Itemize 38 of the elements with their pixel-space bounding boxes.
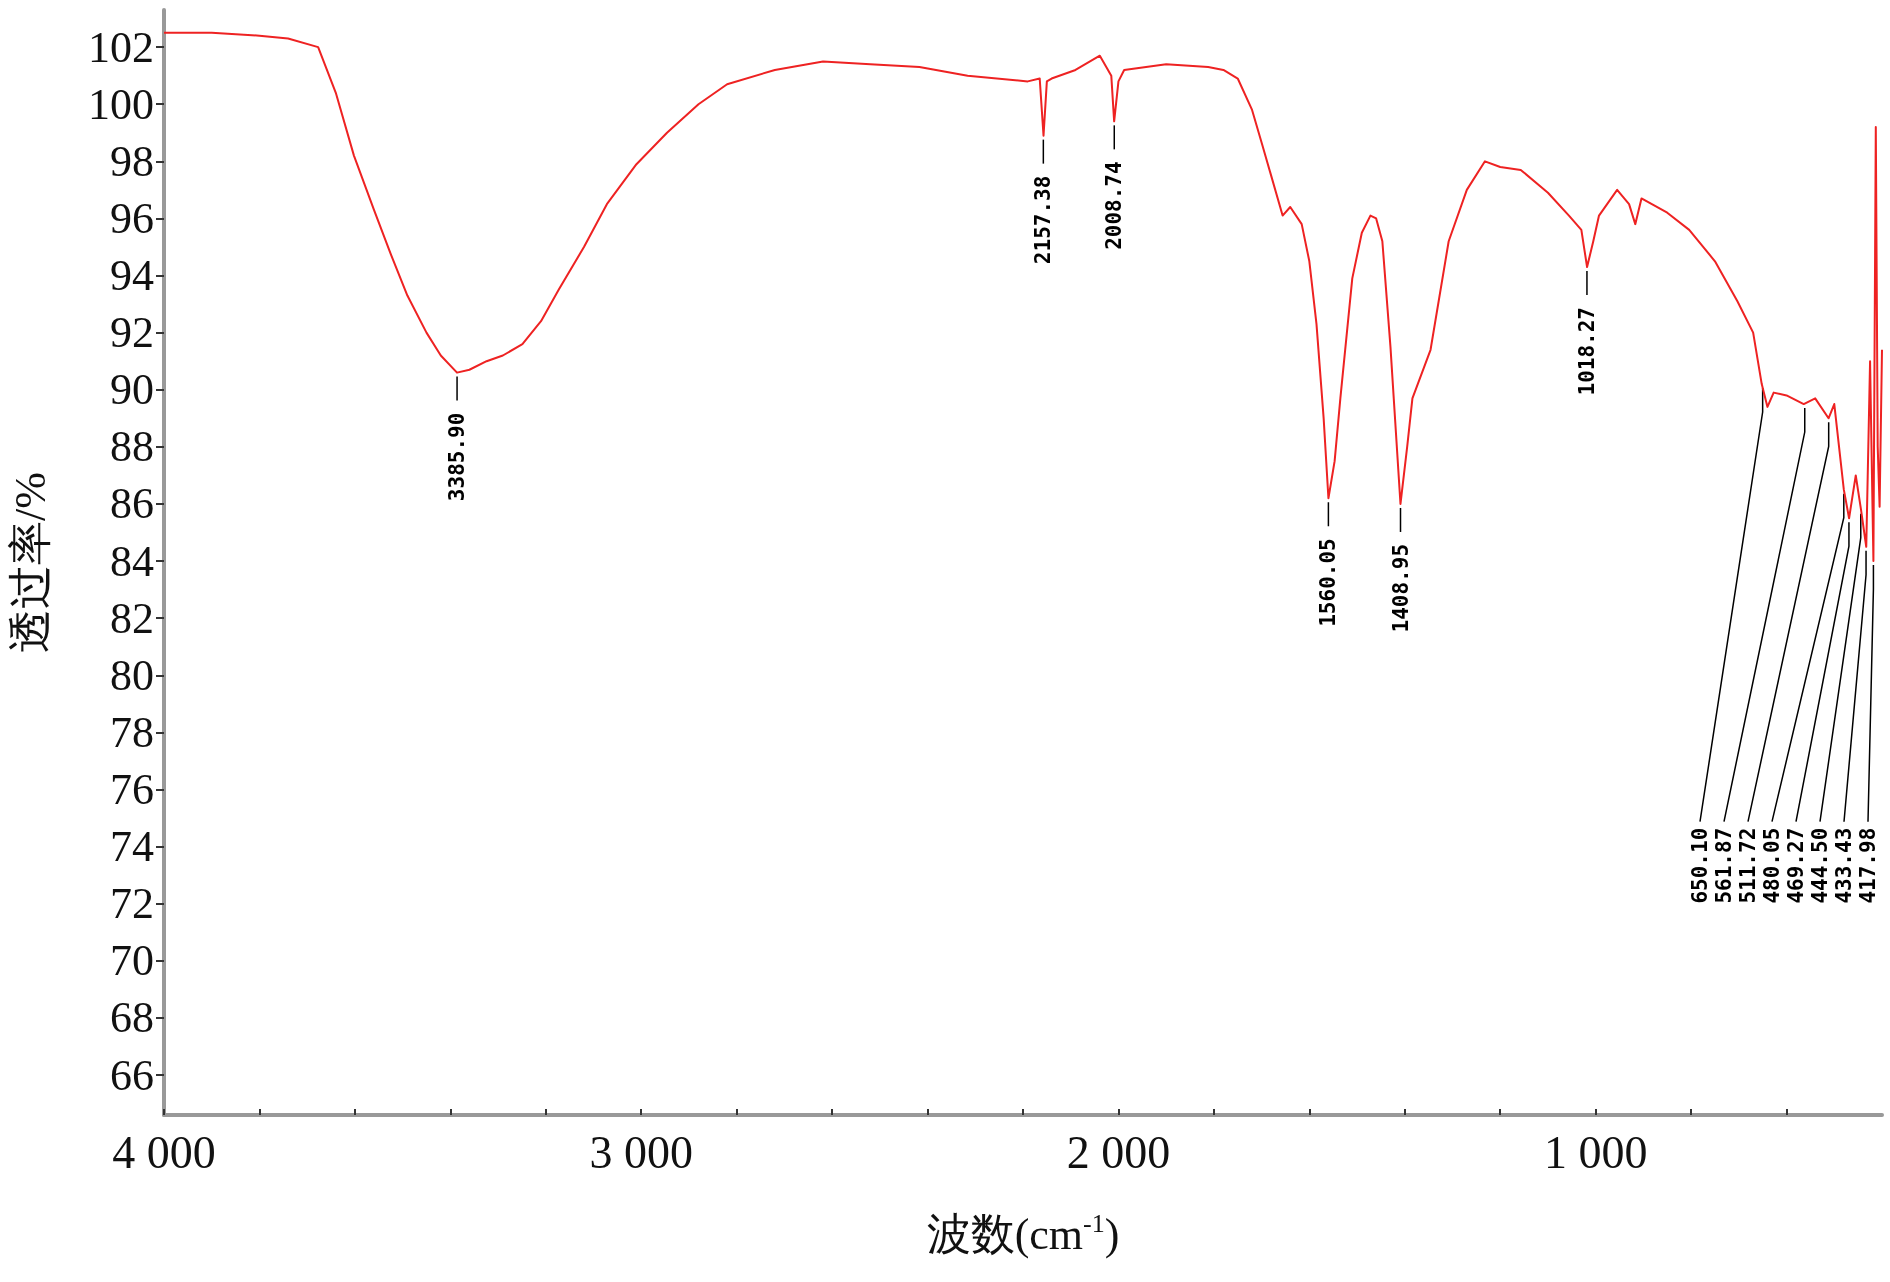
y-tick-label: 102 [88,22,154,72]
y-tick-label: 80 [110,650,154,700]
y-tick-label: 76 [110,765,154,814]
y-tick-label: 100 [88,79,154,129]
x-tick-label: 4 000 [112,1126,216,1178]
y-tick-label: 74 [110,822,154,872]
y-tick-label: 90 [110,365,154,415]
y-tick-label: 78 [110,707,154,757]
x-tick-label: 2 000 [1066,1126,1171,1178]
annotation: 1018.27 [1574,306,1599,396]
annotation: 433.43 [1832,827,1856,904]
y-tick-label: 70 [110,936,154,986]
annotation: 650.10 [1688,827,1712,904]
y-tick-label: 66 [110,1050,154,1100]
annotation: 1560.05 [1316,538,1341,627]
y-tick-label: 98 [110,136,154,186]
y-tick-label: 86 [110,479,154,529]
x-tick-label: 3 000 [589,1126,693,1178]
annotation: 480.05 [1760,827,1784,904]
y-axis-title: 透过率/% [5,472,55,653]
annotation: 417.98 [1856,827,1880,904]
y-tick-label: 96 [110,193,154,243]
y-tick-label: 82 [110,593,154,643]
y-tick-label: 88 [110,422,154,472]
annotation: 561.87 [1712,827,1736,904]
y-tick-label: 92 [110,308,154,358]
annotation: 469.27 [1784,827,1808,904]
y-tick-label: 94 [110,251,154,301]
y-tick-label: 68 [110,993,154,1043]
annotation: 444.50 [1808,827,1832,904]
annotation: 1408.95 [1388,543,1413,633]
y-tick-label: 72 [110,879,154,929]
annotation: 511.72 [1736,827,1760,904]
y-tick-label: 84 [110,536,154,586]
x-tick-label: 1 000 [1543,1126,1648,1178]
annotation: 3385.90 [445,412,470,502]
annotation: 2157.38 [1031,175,1056,265]
annotation: 2008.74 [1102,161,1127,250]
